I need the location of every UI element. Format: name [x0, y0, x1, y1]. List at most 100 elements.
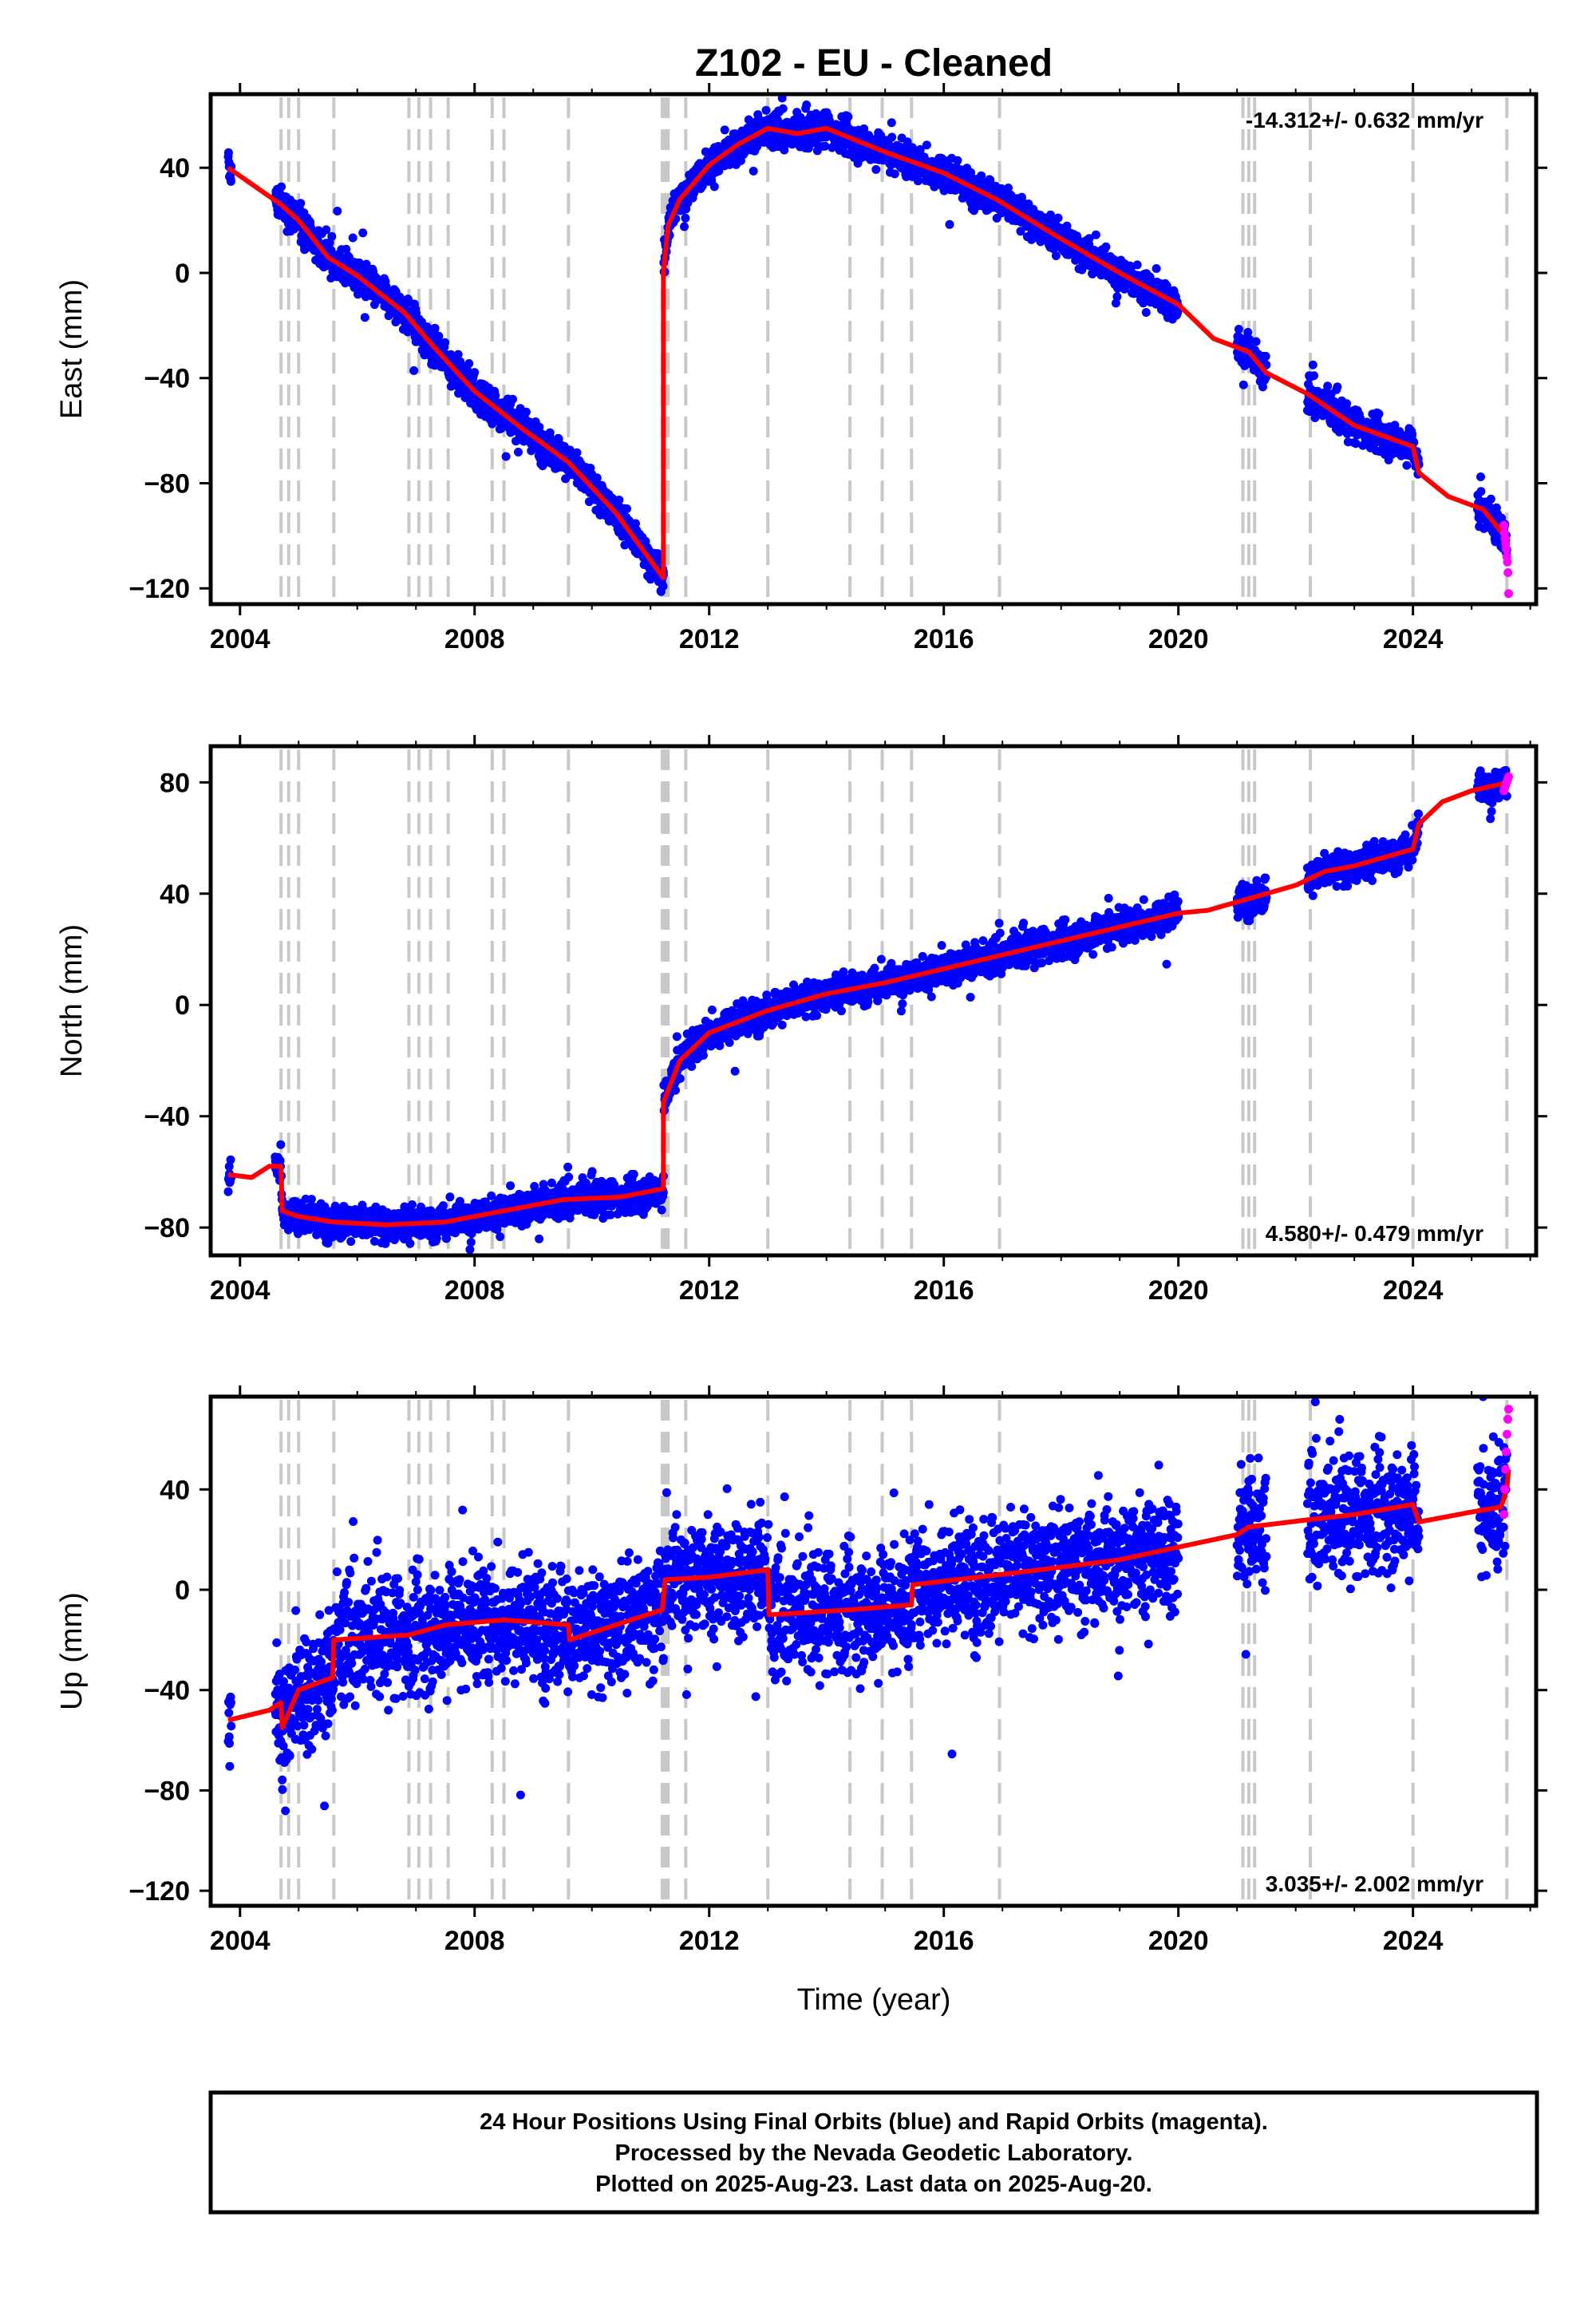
final-orbit-point	[361, 259, 371, 269]
final-orbit-point	[1234, 325, 1243, 334]
final-orbit-point	[358, 228, 368, 238]
final-orbit-point	[438, 1201, 448, 1211]
final-orbit-point	[709, 182, 719, 192]
final-orbit-point	[953, 156, 962, 165]
final-orbit-point	[277, 182, 286, 192]
final-orbit-points	[223, 765, 1511, 1270]
y-tick-label: −80	[144, 468, 190, 499]
model-fit-line	[227, 125, 1511, 581]
final-orbit-point	[405, 1239, 415, 1248]
final-orbit-point	[226, 1155, 235, 1164]
final-orbit-point	[653, 549, 662, 559]
final-orbit-point	[514, 448, 523, 456]
final-orbit-point	[1251, 337, 1261, 346]
x-tick-label: 2008	[444, 624, 505, 654]
final-orbit-point	[871, 164, 881, 174]
y-tick-label: 0	[175, 259, 190, 289]
x-tick-label: 2024	[1383, 624, 1444, 654]
final-orbit-point	[306, 1195, 316, 1204]
final-orbit-point	[1258, 382, 1267, 392]
final-orbit-point	[622, 504, 631, 513]
final-orbit-point	[697, 181, 707, 191]
final-orbit-point	[1308, 360, 1317, 370]
final-orbit-point	[1351, 439, 1361, 449]
rapid-orbit-point	[1504, 589, 1513, 599]
final-orbit-point	[843, 112, 853, 121]
panels: 2004 2008 2012 2016 2020 2024400−40−80−120Eas…	[55, 83, 1547, 1956]
final-orbit-point	[1402, 460, 1412, 470]
final-orbit-point	[322, 225, 331, 235]
final-orbit-point	[464, 359, 474, 368]
final-orbit-point	[1243, 327, 1253, 337]
final-orbit-point	[342, 244, 351, 254]
final-orbit-point	[1310, 371, 1318, 381]
final-orbit-point	[606, 1210, 615, 1219]
final-orbit-point	[592, 473, 602, 483]
final-orbit-point	[1132, 260, 1142, 270]
final-orbit-point	[346, 1237, 356, 1247]
final-orbit-point	[535, 422, 544, 432]
velocity-rate-label: -14.312+/- 0.632 mm/yr	[1246, 108, 1483, 132]
final-orbit-point	[1408, 429, 1417, 439]
final-orbit-point	[466, 1238, 476, 1247]
final-orbit-point	[409, 366, 419, 375]
final-orbit-point	[1245, 334, 1254, 344]
final-orbit-point	[1141, 308, 1151, 317]
rapid-orbit-points	[1499, 520, 1513, 599]
final-orbit-point	[327, 231, 337, 241]
rapid-orbit-point	[1499, 520, 1509, 530]
final-orbit-point	[1051, 251, 1061, 260]
final-orbit-point	[453, 350, 463, 359]
final-orbit-point	[1476, 472, 1485, 481]
final-orbit-point	[1016, 227, 1025, 236]
final-orbit-point	[296, 199, 306, 208]
final-orbit-point	[1004, 184, 1013, 192]
final-orbit-point	[778, 104, 788, 113]
final-orbit-point	[491, 391, 500, 401]
final-orbit-point	[506, 1181, 516, 1191]
final-orbit-point	[1112, 292, 1122, 302]
final-orbit-point	[1091, 230, 1100, 239]
final-orbit-point	[658, 582, 668, 591]
final-orbit-point	[1333, 382, 1342, 392]
final-orbit-point	[887, 118, 896, 128]
final-orbit-point	[492, 1225, 502, 1235]
final-orbit-point	[465, 1245, 475, 1255]
final-orbit-point	[360, 313, 369, 322]
x-tick-label: 2004	[210, 624, 271, 654]
y-tick-label: −120	[128, 574, 190, 604]
final-orbit-point	[614, 496, 624, 504]
final-orbit-point	[720, 125, 729, 135]
final-orbit-point	[408, 1200, 417, 1209]
plot-area	[223, 94, 1513, 601]
final-orbit-point	[445, 1192, 455, 1202]
x-tick-label: 2012	[679, 624, 740, 654]
final-orbit-point	[1261, 351, 1270, 361]
final-orbit-point	[1152, 264, 1161, 273]
final-orbit-point	[530, 1182, 539, 1191]
panel-north: 2004 2008 2012 2016 2020 202480400−40−80North…	[55, 735, 1547, 1306]
final-orbit-point	[890, 169, 899, 179]
final-orbit-point	[631, 519, 640, 528]
rapid-orbit-point	[1503, 568, 1513, 577]
final-orbit-point	[1342, 399, 1352, 409]
final-orbit-point	[587, 1167, 597, 1176]
x-tick-label: 2020	[1148, 624, 1209, 654]
final-orbit-point	[535, 1234, 544, 1243]
final-orbit-point	[547, 1178, 556, 1188]
final-orbit-point	[913, 176, 922, 186]
y-tick-label: −40	[144, 364, 190, 394]
final-orbit-point	[1084, 234, 1094, 243]
final-orbit-point	[802, 100, 812, 109]
final-orbit-point	[226, 176, 235, 186]
final-orbit-point	[348, 233, 358, 243]
final-orbit-point	[496, 1232, 505, 1242]
final-orbit-point	[564, 1172, 574, 1182]
final-orbit-point	[299, 1261, 308, 1270]
final-orbit-point	[820, 141, 830, 151]
final-orbit-point	[1390, 421, 1400, 430]
final-orbit-point	[434, 331, 444, 341]
y-axis-label: East (mm)	[55, 279, 89, 419]
final-orbit-point	[369, 1236, 379, 1246]
final-orbit-point	[442, 1234, 451, 1243]
